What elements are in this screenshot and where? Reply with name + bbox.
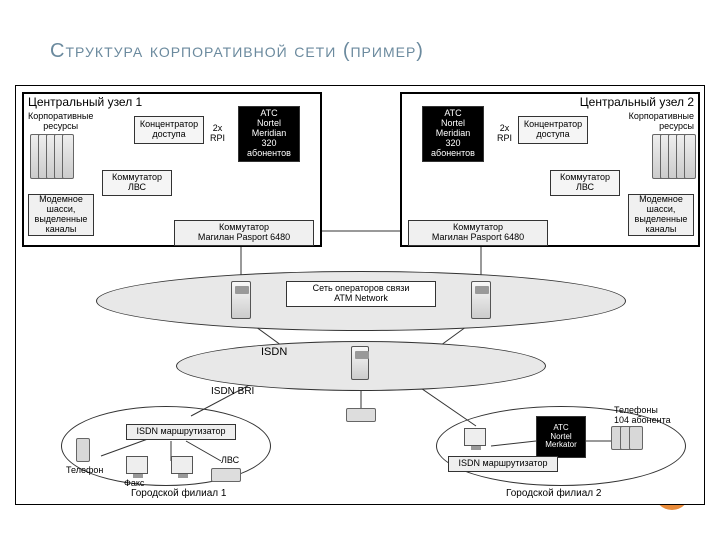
branch2-phones-label: Телефоны 104 абонента: [614, 406, 671, 426]
node1-rpi: 2x RPI: [210, 124, 225, 144]
branch1-fax-icon: [126, 456, 148, 474]
branch1-lvs-icon: [211, 468, 241, 482]
node1-title: Центральный узел 1: [28, 96, 142, 109]
node2-title: Центральный узел 2: [580, 96, 694, 109]
node1-lan-switch: Коммутатор ЛВС: [102, 170, 172, 196]
atc-2: АТС Nortel Meridian 320 абонентов: [422, 106, 484, 162]
network-diagram: Центральный узел 1 Корпоративные ресурсы…: [15, 85, 705, 505]
atm-tower-left-icon: [231, 281, 251, 319]
node1-concentrator: Концентратор доступа: [134, 116, 204, 144]
node1-magilan: Коммутатор Магилан Pasport 6480: [174, 220, 314, 246]
branch1-phone-label: Телефон: [66, 466, 103, 476]
branch2-phones-icon: [611, 426, 638, 455]
isdn-label: ISDN: [261, 346, 287, 358]
isdn-tower-icon: [351, 346, 369, 380]
node2-rpi: 2x RPI: [497, 124, 512, 144]
node1-servers-icon: [30, 134, 70, 182]
node2-servers-icon: [652, 134, 692, 182]
node2-lan-switch: Коммутатор ЛВС: [550, 170, 620, 196]
node2-magilan: Коммутатор Магилан Pasport 6480: [408, 220, 548, 246]
isdn-small-router-icon: [346, 408, 376, 422]
branch1-pc-icon: [171, 456, 193, 474]
atc-3: АТС Nortel Merkator: [536, 416, 586, 458]
isdn-bri-label: ISDN BRI: [211, 386, 254, 397]
branch1-isdn-router: ISDN маршрутизатор: [126, 424, 236, 440]
atc-1: АТС Nortel Meridian 320 абонентов: [238, 106, 300, 162]
atm-tower-right-icon: [471, 281, 491, 319]
node2-concentrator: Концентратор доступа: [518, 116, 588, 144]
branch1-lvs-label: ЛВС: [221, 456, 239, 466]
branch2-pc-icon: [464, 428, 486, 446]
branch1-title: Городской филиал 1: [131, 488, 226, 499]
branch1-phone-icon: [76, 438, 85, 467]
branch2-isdn-router: ISDN маршрутизатор: [448, 456, 558, 472]
node1-modem: Модемное шасси, выделенные каналы: [28, 194, 94, 236]
branch2-title: Городской филиал 2: [506, 488, 601, 499]
slide-title: Структура корпоративной сети (пример): [50, 40, 424, 63]
node2-modem: Модемное шасси, выделенные каналы: [628, 194, 694, 236]
node1-subtitle: Корпоративные ресурсы: [28, 112, 93, 132]
node2-subtitle: Корпоративные ресурсы: [629, 112, 694, 132]
atm-network-label: Сеть операторов связи ATM Network: [286, 281, 436, 307]
